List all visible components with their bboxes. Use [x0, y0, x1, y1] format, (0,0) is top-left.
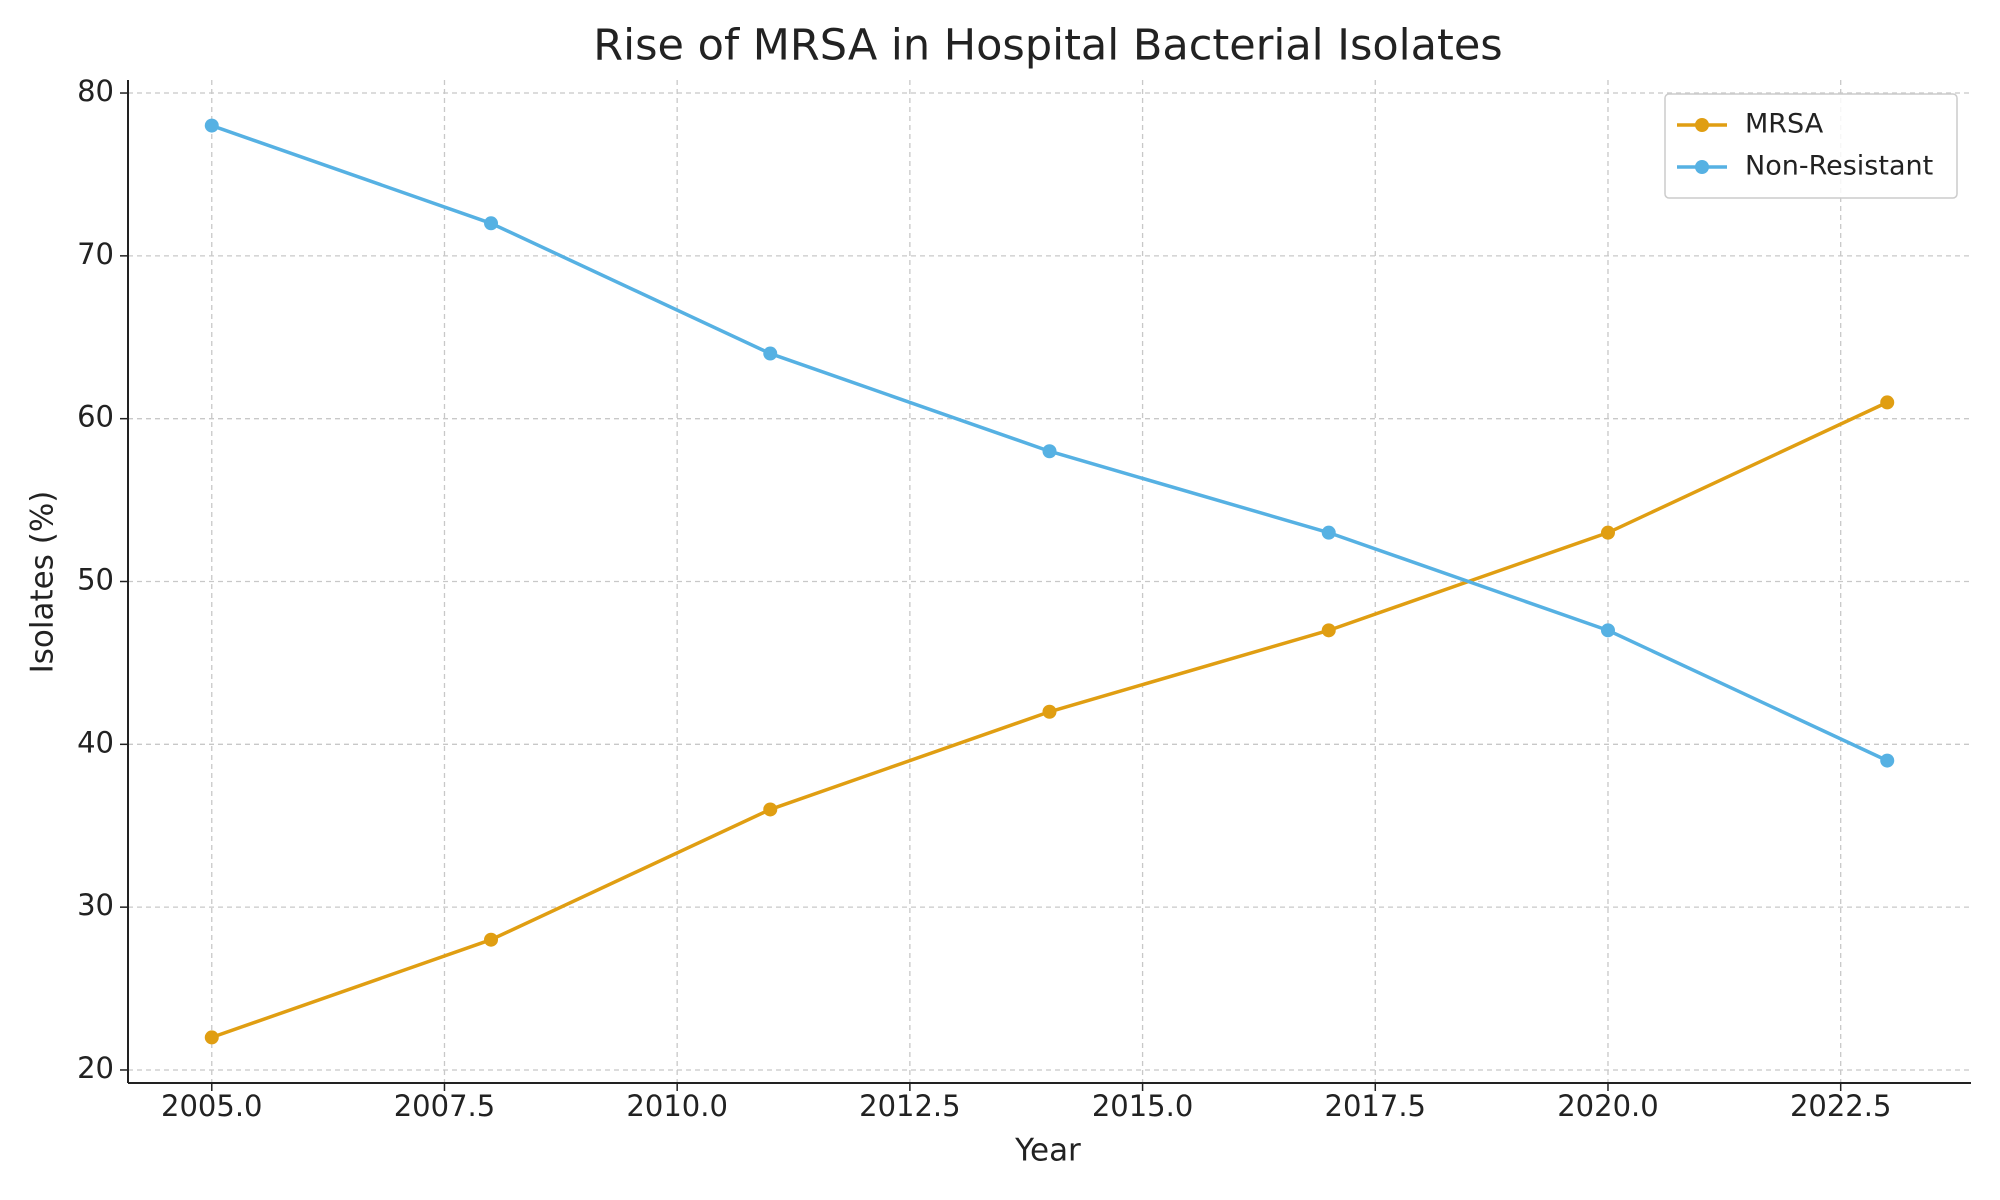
data-point — [1321, 623, 1336, 638]
x-tick-label: 2015.0 — [1092, 1089, 1193, 1123]
data-point — [1600, 623, 1615, 638]
data-point — [484, 216, 499, 231]
y-tick-label: 30 — [77, 888, 114, 922]
data-point — [204, 1030, 219, 1045]
data-point — [1321, 525, 1336, 540]
data-point — [204, 118, 219, 133]
y-tick-label: 70 — [77, 237, 114, 271]
x-tick-label: 2017.5 — [1325, 1089, 1426, 1123]
x-tick-label: 2012.5 — [859, 1089, 960, 1123]
chart-title: Rise of MRSA in Hospital Bacterial Isola… — [593, 21, 1502, 71]
data-point — [1042, 704, 1057, 719]
x-tick-label: 2022.5 — [1790, 1089, 1891, 1123]
data-point — [1880, 753, 1895, 768]
data-point — [484, 932, 499, 947]
legend-label: MRSA — [1745, 109, 1824, 140]
x-tick-label: 2010.0 — [626, 1089, 727, 1123]
data-point — [1600, 525, 1615, 540]
y-tick-label: 50 — [77, 563, 114, 597]
legend-marker — [1695, 160, 1709, 174]
series-line — [211, 400, 1888, 1040]
data-point — [1042, 444, 1057, 459]
x-tick-label: 2007.5 — [394, 1089, 495, 1123]
y-tick-label: 60 — [77, 400, 114, 434]
series-line — [211, 123, 1888, 763]
data-point — [763, 346, 778, 361]
y-axis-label: Isolates (%) — [25, 491, 61, 674]
legend-label: Non-Resistant — [1745, 151, 1933, 182]
y-tick-label: 20 — [77, 1051, 114, 1085]
x-tick-label: 2005.0 — [161, 1089, 262, 1123]
x-axis-label: Year — [1014, 1133, 1081, 1169]
data-point — [763, 802, 778, 817]
x-tick-label: 2020.0 — [1557, 1089, 1658, 1123]
legend-box — [1664, 93, 1958, 199]
legend-marker — [1695, 118, 1709, 132]
y-tick-label: 80 — [77, 74, 114, 108]
y-tick-label: 40 — [77, 725, 114, 759]
data-point — [1880, 395, 1895, 410]
